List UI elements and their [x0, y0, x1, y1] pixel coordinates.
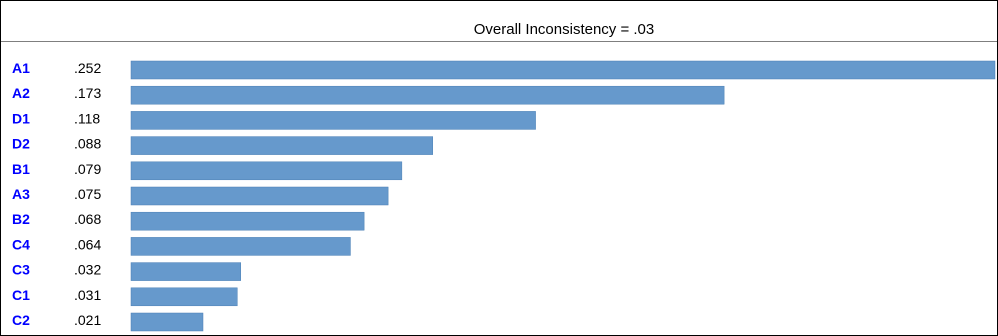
value-label-a3: .075 — [74, 186, 101, 202]
bar-c4 — [130, 237, 351, 256]
category-label-a2: A2 — [12, 85, 30, 101]
category-label-c2: C2 — [12, 312, 30, 328]
bar-b2 — [130, 211, 365, 231]
value-label-c4: .064 — [74, 236, 101, 252]
value-label-c1: .031 — [74, 287, 101, 303]
bar-c1 — [130, 287, 238, 307]
bar-a2 — [130, 85, 725, 105]
category-label-c3: C3 — [12, 262, 30, 278]
category-label-c4: C4 — [12, 236, 30, 252]
category-label-a3: A3 — [12, 186, 30, 202]
category-label-d1: D1 — [12, 110, 30, 126]
bar-c2 — [130, 312, 204, 332]
value-label-c2: .021 — [74, 312, 101, 328]
category-label-c1: C1 — [12, 287, 30, 303]
bar-d2 — [130, 136, 433, 155]
value-label-b1: .079 — [74, 161, 101, 177]
value-label-a1: .252 — [74, 60, 101, 76]
category-label-a1: A1 — [12, 60, 30, 76]
bar-b1 — [130, 161, 403, 181]
bar-a1 — [130, 60, 996, 80]
value-label-d1: .118 — [74, 110, 100, 126]
value-label-b2: .068 — [74, 211, 101, 227]
value-label-c3: .032 — [74, 262, 101, 278]
category-label-d2: D2 — [12, 136, 30, 152]
bar-d1 — [130, 111, 536, 130]
bar-a3 — [130, 186, 389, 206]
category-label-b2: B2 — [12, 211, 30, 227]
chart-title: Overall Inconsistency = .03 — [473, 21, 655, 38]
bar-c3 — [130, 262, 241, 281]
value-label-a2: .173 — [74, 85, 101, 101]
value-label-d2: .088 — [74, 136, 101, 152]
chart-header: Overall Inconsistency = .03 — [1, 1, 997, 42]
category-label-b1: B1 — [12, 161, 30, 177]
